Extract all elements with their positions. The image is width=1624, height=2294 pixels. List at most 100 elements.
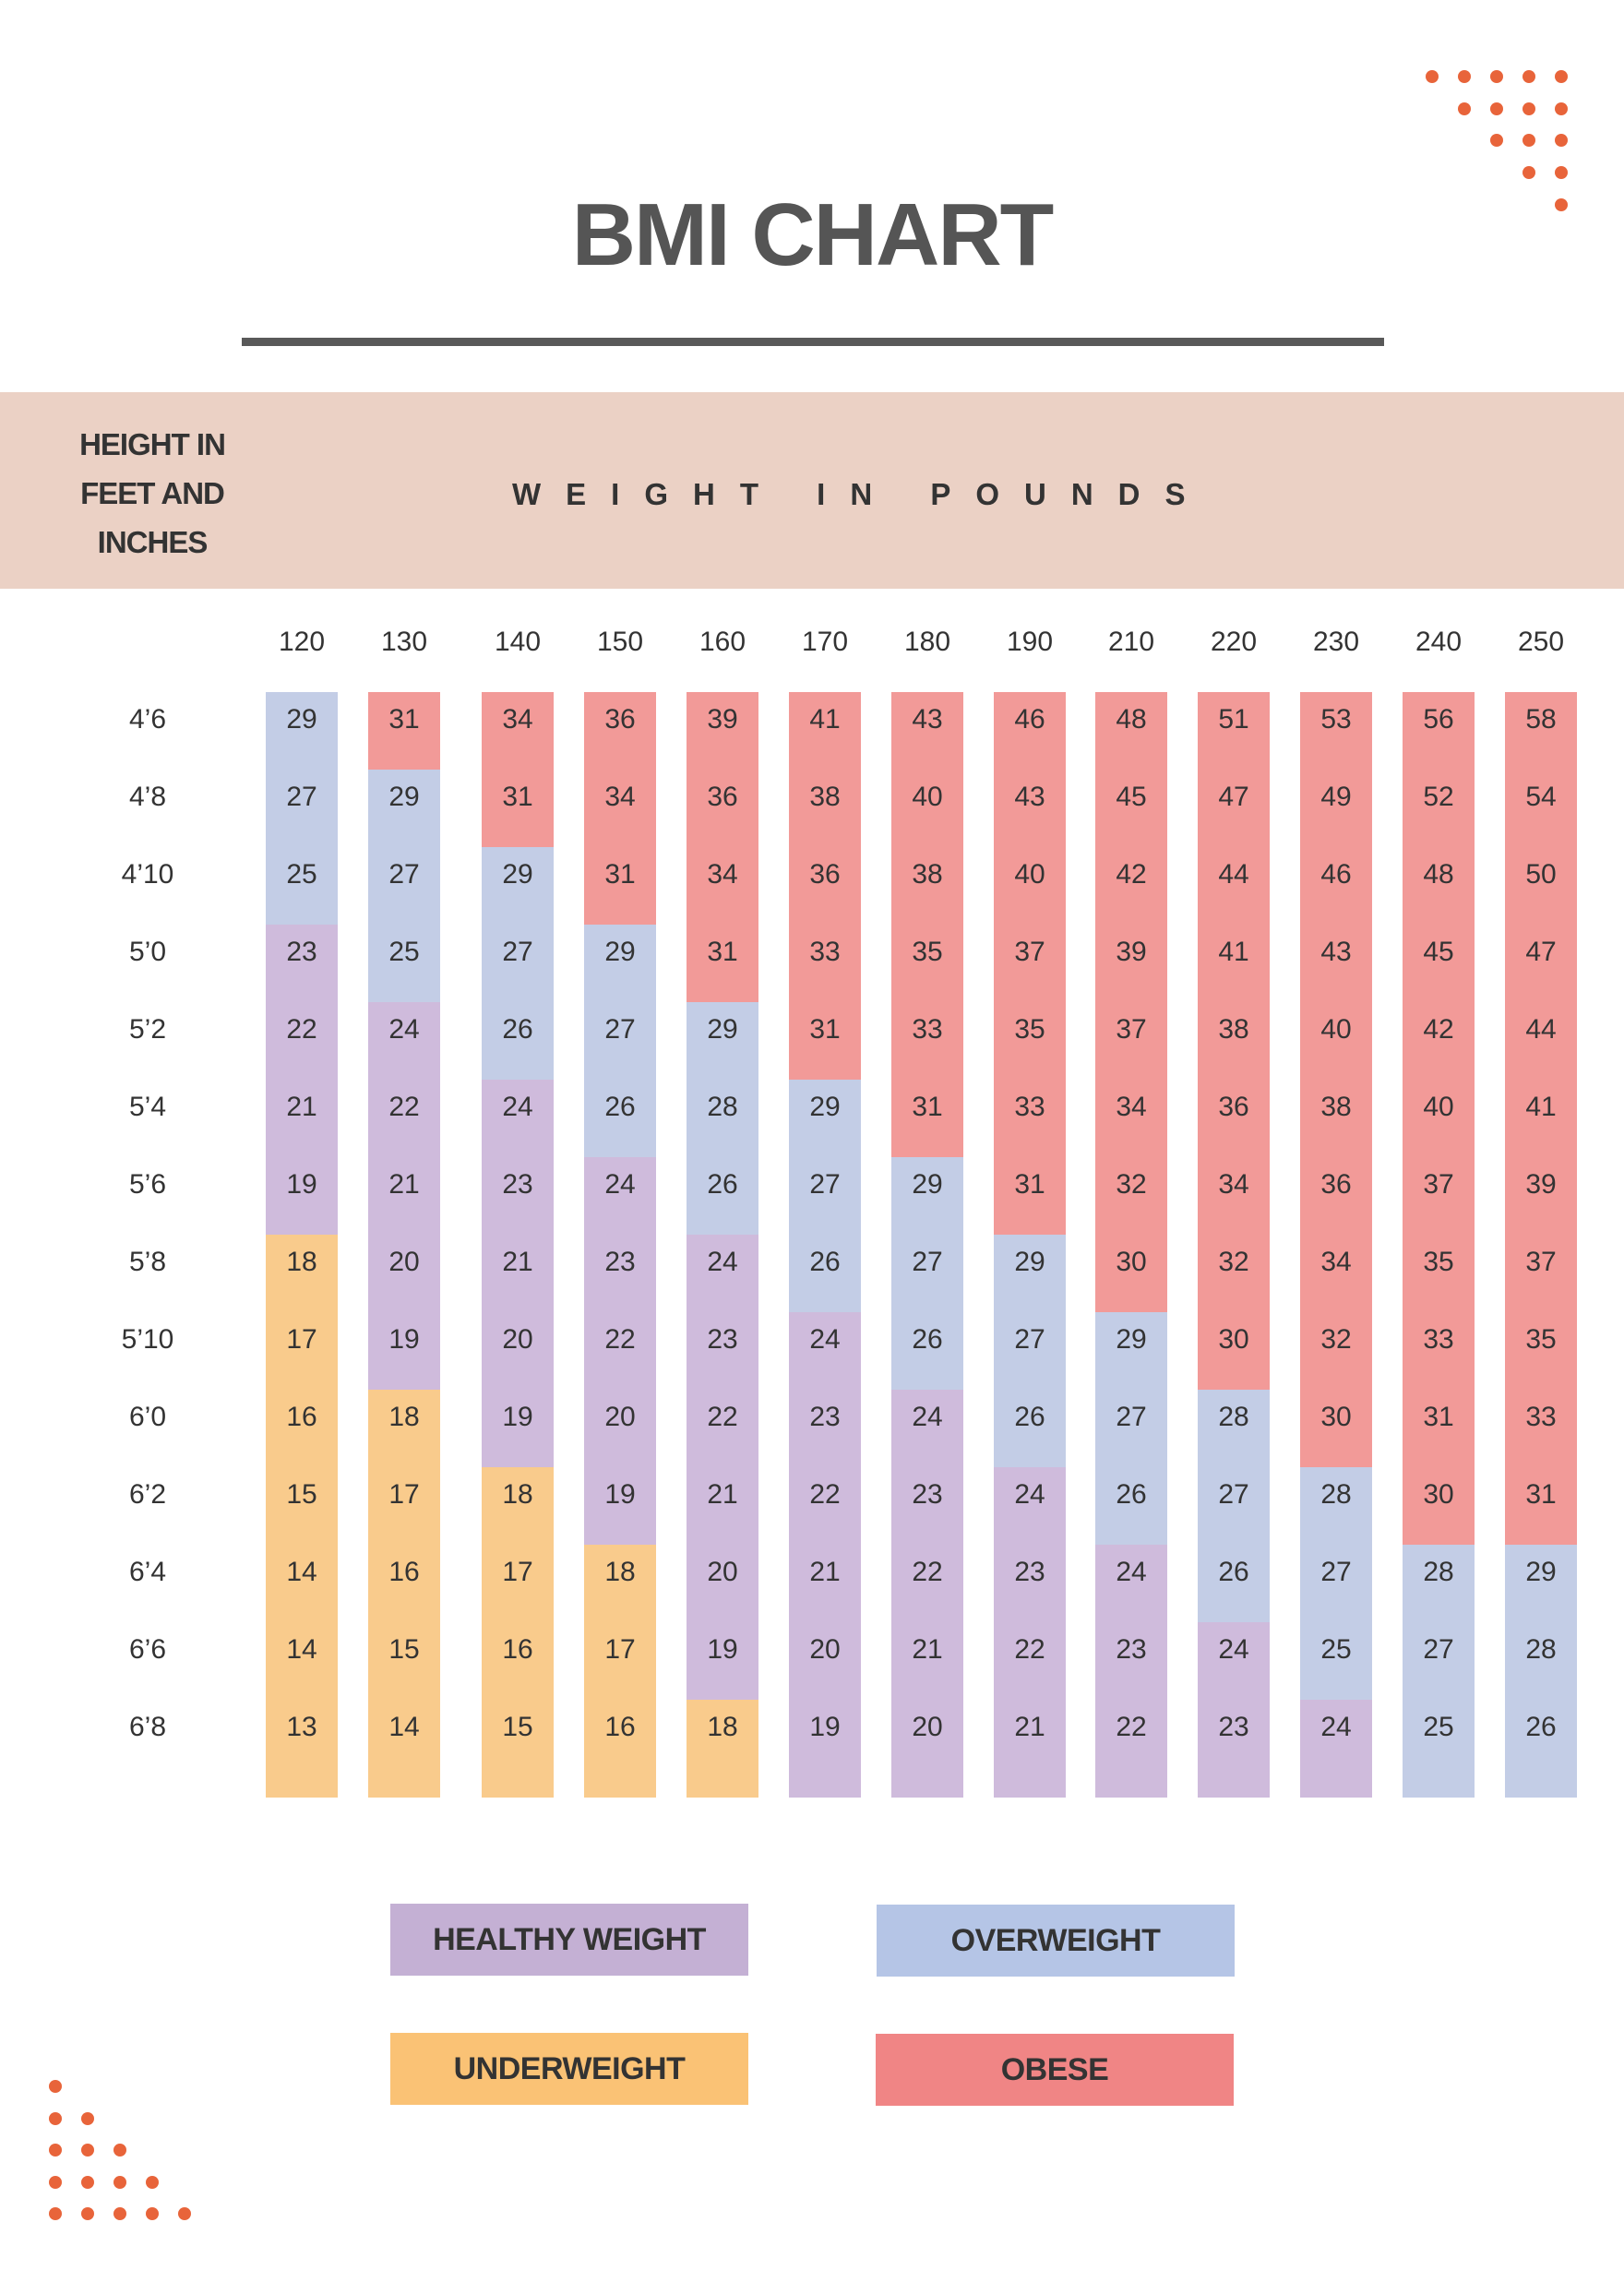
bmi-cell-obese: 45 — [1403, 925, 1475, 1002]
bmi-cell-obese: 34 — [1095, 1080, 1167, 1157]
weight-column-header: 140 — [494, 627, 542, 657]
bmi-cell-healthy: 19 — [789, 1700, 861, 1798]
bmi-cell-healthy: 23 — [789, 1390, 861, 1467]
bmi-cell-obese: 34 — [1300, 1235, 1372, 1312]
dot-icon — [49, 2112, 62, 2125]
bmi-cell-overweight: 27 — [994, 1312, 1066, 1390]
height-axis-label: HEIGHT IN FEET AND INCHES — [37, 420, 268, 567]
bmi-cell-overweight: 29 — [482, 847, 554, 925]
bmi-cell-obese: 52 — [1403, 770, 1475, 847]
bmi-cell-overweight: 26 — [482, 1002, 554, 1080]
bmi-cell-obese: 38 — [891, 847, 963, 925]
bmi-cell-healthy: 21 — [368, 1157, 440, 1235]
dot-icon — [81, 2112, 94, 2125]
bmi-cell-obese: 33 — [1505, 1390, 1577, 1467]
bmi-cell-healthy: 23 — [994, 1545, 1066, 1622]
bmi-cell-obese: 37 — [1403, 1157, 1475, 1235]
bmi-cell-obese: 50 — [1505, 847, 1577, 925]
bmi-cell-obese: 43 — [891, 692, 963, 770]
bmi-cell-obese: 30 — [1403, 1467, 1475, 1545]
bmi-cell-underweight: 14 — [266, 1622, 338, 1700]
bmi-cell-obese: 42 — [1095, 847, 1167, 925]
bmi-cell-obese: 32 — [1095, 1157, 1167, 1235]
weight-column-header: 240 — [1415, 627, 1463, 657]
bmi-cell-obese: 45 — [1095, 770, 1167, 847]
bmi-cell-overweight: 26 — [994, 1390, 1066, 1467]
bmi-cell-overweight: 26 — [584, 1080, 656, 1157]
dot-icon — [1490, 134, 1503, 147]
bmi-cell-healthy: 23 — [687, 1312, 758, 1390]
bmi-cell-obese: 33 — [1403, 1312, 1475, 1390]
bmi-cell-obese: 43 — [994, 770, 1066, 847]
weight-column-header: 150 — [596, 627, 644, 657]
bmi-cell-overweight: 28 — [1300, 1467, 1372, 1545]
title-rule — [242, 338, 1384, 346]
dot-icon — [113, 2144, 126, 2157]
weight-column-header: 180 — [903, 627, 951, 657]
height-label-line: FEET AND — [80, 476, 225, 510]
dot-icon — [49, 2176, 62, 2189]
bmi-cell-obese: 51 — [1198, 692, 1270, 770]
bmi-cell-underweight: 17 — [584, 1622, 656, 1700]
bmi-cell-healthy: 24 — [584, 1157, 656, 1235]
bmi-cell-obese: 36 — [1300, 1157, 1372, 1235]
bmi-cell-obese: 46 — [994, 692, 1066, 770]
dot-icon — [49, 2207, 62, 2220]
weight-column-header: 120 — [278, 627, 326, 657]
bmi-cell-healthy: 20 — [687, 1545, 758, 1622]
bmi-cell-obese: 31 — [368, 692, 440, 770]
bmi-cell-overweight: 27 — [789, 1157, 861, 1235]
bmi-cell-obese: 34 — [584, 770, 656, 847]
bmi-cell-obese: 30 — [1198, 1312, 1270, 1390]
bmi-cell-obese: 31 — [482, 770, 554, 847]
height-row-label: 6’8 — [128, 1712, 167, 1742]
bmi-cell-underweight: 18 — [584, 1545, 656, 1622]
bmi-cell-obese: 36 — [687, 770, 758, 847]
bmi-cell-underweight: 18 — [482, 1467, 554, 1545]
bmi-cell-overweight: 27 — [1300, 1545, 1372, 1622]
bmi-cell-overweight: 29 — [368, 770, 440, 847]
weight-column-header: 220 — [1210, 627, 1258, 657]
legend-overweight: OVERWEIGHT — [877, 1905, 1235, 1977]
dot-icon — [146, 2207, 159, 2220]
header-band: HEIGHT IN FEET AND INCHES WEIGHT IN POUN… — [0, 392, 1624, 589]
bmi-cell-obese: 33 — [789, 925, 861, 1002]
legend-obese: OBESE — [876, 2034, 1234, 2106]
bmi-cell-obese: 41 — [789, 692, 861, 770]
bmi-cell-underweight: 18 — [266, 1235, 338, 1312]
dot-icon — [1522, 70, 1535, 83]
bmi-cell-obese: 30 — [1300, 1390, 1372, 1467]
dot-icon — [1522, 166, 1535, 179]
bmi-cell-underweight: 14 — [368, 1700, 440, 1798]
dot-icon — [49, 2144, 62, 2157]
bmi-cell-healthy: 19 — [687, 1622, 758, 1700]
bmi-cell-healthy: 22 — [687, 1390, 758, 1467]
bmi-cell-overweight: 25 — [368, 925, 440, 1002]
bmi-cell-healthy: 24 — [687, 1235, 758, 1312]
bmi-cell-underweight: 18 — [687, 1700, 758, 1798]
bmi-cell-underweight: 17 — [368, 1467, 440, 1545]
bmi-cell-obese: 35 — [891, 925, 963, 1002]
bmi-cell-obese: 34 — [1198, 1157, 1270, 1235]
bmi-cell-obese: 46 — [1300, 847, 1372, 925]
bmi-cell-underweight: 17 — [266, 1312, 338, 1390]
height-row-label: 6’2 — [128, 1479, 167, 1510]
dot-icon — [1490, 70, 1503, 83]
bmi-cell-healthy: 22 — [994, 1622, 1066, 1700]
height-label-line: HEIGHT IN — [79, 427, 226, 461]
bmi-cell-obese: 32 — [1300, 1312, 1372, 1390]
bmi-cell-healthy: 23 — [266, 925, 338, 1002]
bmi-cell-obese: 53 — [1300, 692, 1372, 770]
weight-column-header: 130 — [380, 627, 428, 657]
bmi-cell-obese: 35 — [994, 1002, 1066, 1080]
bmi-cell-healthy: 20 — [482, 1312, 554, 1390]
bmi-cell-obese: 34 — [482, 692, 554, 770]
dot-icon — [1522, 134, 1535, 147]
bmi-cell-obese: 44 — [1505, 1002, 1577, 1080]
bmi-cell-healthy: 22 — [789, 1467, 861, 1545]
bmi-cell-underweight: 15 — [266, 1467, 338, 1545]
bmi-cell-underweight: 13 — [266, 1700, 338, 1798]
dot-icon — [1555, 70, 1568, 83]
bmi-cell-healthy: 20 — [891, 1700, 963, 1798]
bmi-cell-overweight: 27 — [1198, 1467, 1270, 1545]
